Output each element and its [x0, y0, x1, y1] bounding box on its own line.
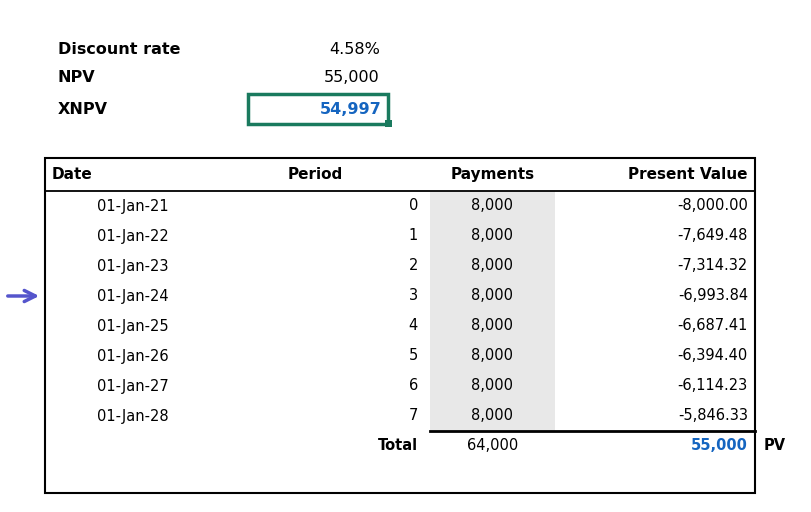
Text: -5,846.33: -5,846.33 [677, 409, 747, 423]
Text: 01-Jan-27: 01-Jan-27 [97, 378, 168, 394]
Text: -6,114.23: -6,114.23 [677, 378, 747, 394]
Text: 01-Jan-26: 01-Jan-26 [97, 349, 168, 364]
Bar [430, 191, 554, 431]
Text: 8,000: 8,000 [471, 409, 513, 423]
Text: 01-Jan-28: 01-Jan-28 [97, 409, 168, 423]
Text: 01-Jan-22: 01-Jan-22 [97, 228, 168, 244]
Text: 8,000: 8,000 [471, 288, 513, 304]
Text: 01-Jan-24: 01-Jan-24 [97, 288, 168, 304]
Bar [247, 94, 388, 124]
Text: -7,649.48: -7,649.48 [677, 228, 747, 244]
Text: 3: 3 [409, 288, 418, 304]
Text: 4.58%: 4.58% [328, 42, 380, 57]
Text: 4: 4 [408, 318, 418, 333]
Text: 7: 7 [408, 409, 418, 423]
Text: -6,993.84: -6,993.84 [677, 288, 747, 304]
Text: 8,000: 8,000 [471, 349, 513, 364]
Text: 2: 2 [408, 259, 418, 273]
Text: Payments: Payments [450, 167, 534, 182]
Text: 54,997: 54,997 [320, 101, 381, 117]
Text: 0: 0 [408, 199, 418, 214]
Text: -6,687.41: -6,687.41 [677, 318, 747, 333]
Text: 55,000: 55,000 [690, 438, 747, 454]
Text: -6,394.40: -6,394.40 [677, 349, 747, 364]
Text: 64,000: 64,000 [466, 438, 517, 454]
Text: 5: 5 [408, 349, 418, 364]
Text: 55,000: 55,000 [324, 71, 380, 86]
Text: Present Value: Present Value [628, 167, 747, 182]
Text: 8,000: 8,000 [471, 199, 513, 214]
Text: -7,314.32: -7,314.32 [677, 259, 747, 273]
Text: 01-Jan-25: 01-Jan-25 [97, 318, 168, 333]
Text: Period: Period [287, 167, 342, 182]
Text: 8,000: 8,000 [471, 378, 513, 394]
Text: PV: PV [763, 438, 785, 454]
Bar [45, 158, 754, 493]
Text: NPV: NPV [58, 71, 96, 86]
Bar [384, 120, 392, 127]
Text: 8,000: 8,000 [471, 228, 513, 244]
Text: 01-Jan-21: 01-Jan-21 [97, 199, 168, 214]
Text: 8,000: 8,000 [471, 318, 513, 333]
Text: -8,000.00: -8,000.00 [676, 199, 747, 214]
Text: 6: 6 [408, 378, 418, 394]
Text: Date: Date [52, 167, 92, 182]
Text: 1: 1 [408, 228, 418, 244]
Text: 8,000: 8,000 [471, 259, 513, 273]
Text: Discount rate: Discount rate [58, 42, 180, 57]
Text: 01-Jan-23: 01-Jan-23 [97, 259, 168, 273]
Text: Total: Total [377, 438, 418, 454]
Text: XNPV: XNPV [58, 102, 108, 117]
